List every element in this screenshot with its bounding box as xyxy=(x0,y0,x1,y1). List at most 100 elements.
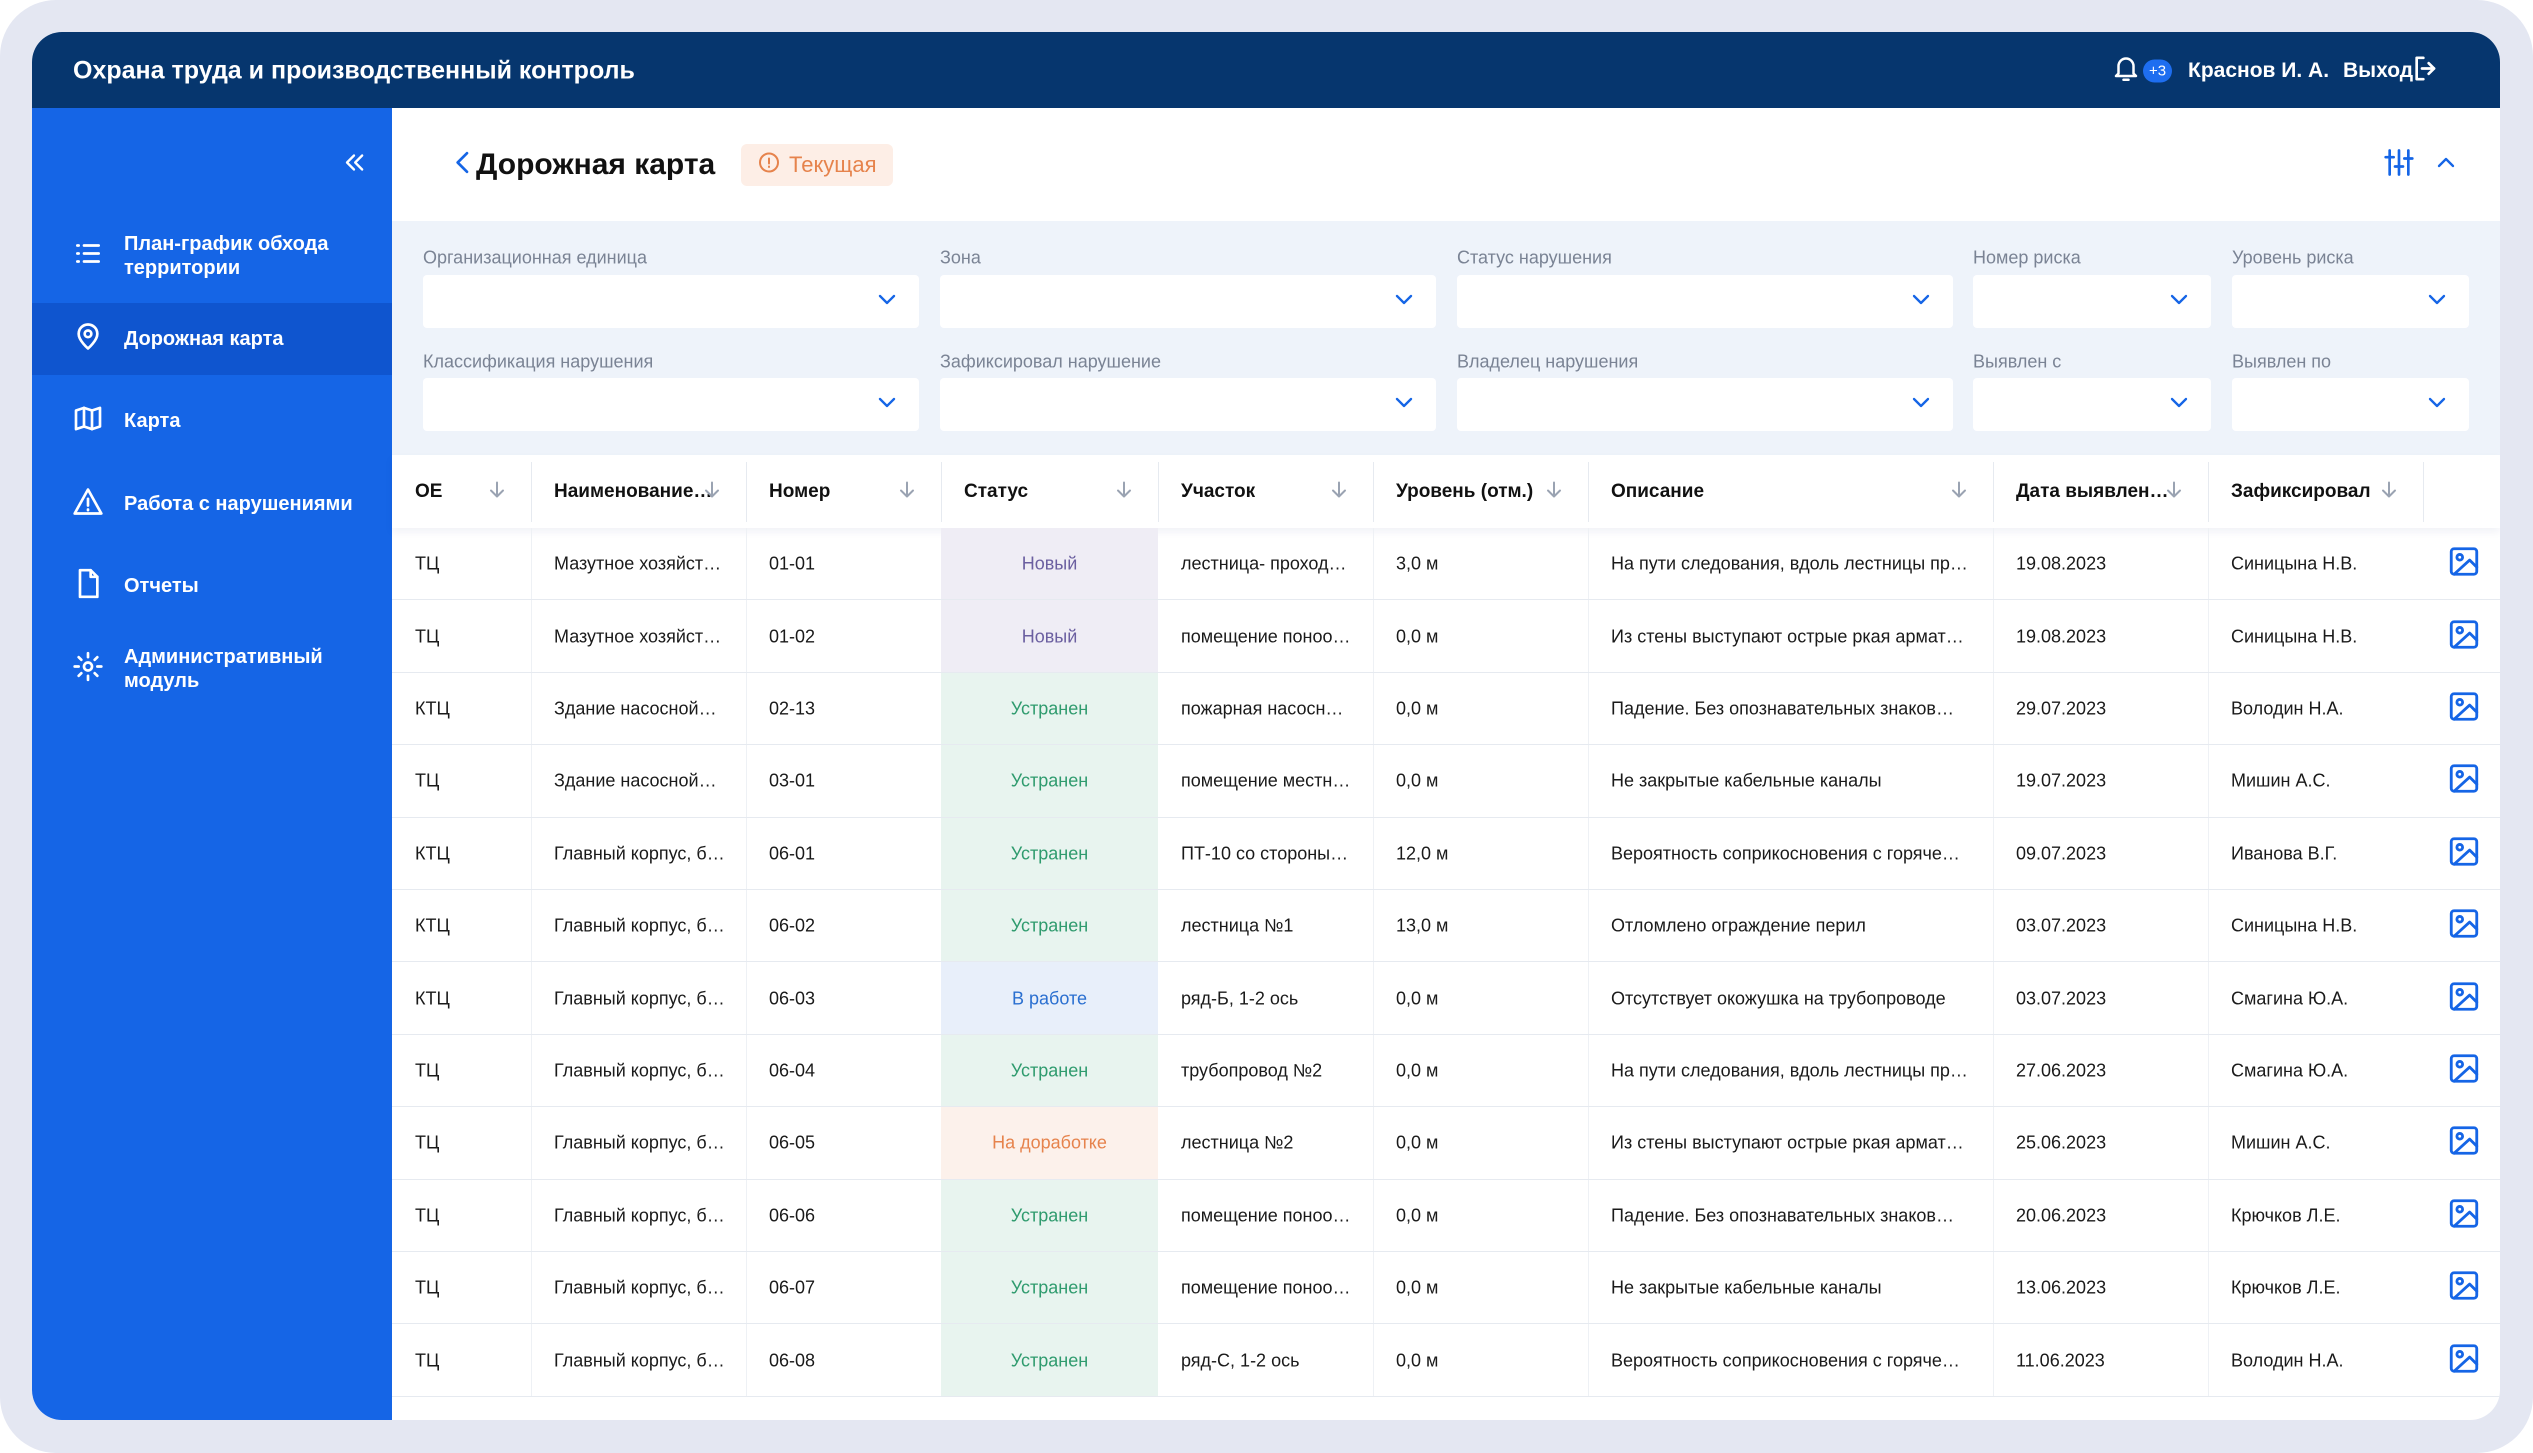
cell-text: Крючков Л.Е. xyxy=(2231,1205,2341,1226)
photo-button[interactable] xyxy=(2447,1341,2481,1380)
notification-badge: +3 xyxy=(2143,59,2173,83)
cell-text: Крючков Л.Е. xyxy=(2231,1277,2341,1298)
cell-divider xyxy=(2208,1034,2209,1108)
sort-icon xyxy=(900,481,914,498)
cell-divider xyxy=(746,1034,747,1108)
nav-item[interactable]: Работа с нарушениями xyxy=(124,493,353,515)
collapse-button[interactable] xyxy=(340,149,368,182)
cell-divider xyxy=(1588,1179,1589,1252)
cell-divider xyxy=(1993,890,1994,963)
logout-label: Выход xyxy=(2343,59,2414,82)
filter-select[interactable] xyxy=(1973,275,2211,328)
cell-text: Вероятность соприкосновения с горяче… xyxy=(1611,1350,1960,1371)
cell-divider xyxy=(746,817,747,890)
nav-item[interactable]: Дорожная карта xyxy=(124,328,284,350)
dropdown-icon xyxy=(2423,286,2451,319)
dropdown-icon xyxy=(1907,286,1935,319)
cell-divider xyxy=(531,600,532,673)
cell-divider xyxy=(531,672,532,746)
logout-button[interactable] xyxy=(2410,53,2442,90)
column-divider xyxy=(1588,462,1589,522)
sort-button[interactable] xyxy=(1327,478,1351,507)
nav-item[interactable]: Отчеты xyxy=(124,575,199,597)
filter-select[interactable] xyxy=(423,275,919,328)
photo-button[interactable] xyxy=(2447,1196,2481,1235)
sort-button[interactable] xyxy=(2162,478,2186,507)
filter-select[interactable] xyxy=(423,378,919,431)
nav-item[interactable]: Административный модуль xyxy=(124,646,323,692)
cell-divider xyxy=(1993,962,1994,1035)
sort-button[interactable] xyxy=(485,478,509,507)
cell-divider xyxy=(1373,817,1374,890)
filter-select[interactable] xyxy=(1457,275,1953,328)
filter-select[interactable] xyxy=(940,275,1436,328)
table-header xyxy=(392,455,2500,528)
chevron-down xyxy=(2428,294,2446,305)
cell-divider xyxy=(1993,600,1994,673)
photo-button[interactable] xyxy=(2447,1052,2481,1091)
filter-select[interactable] xyxy=(2232,275,2469,328)
cell-text: Мазутное хозяйст… xyxy=(554,553,722,574)
row-divider xyxy=(392,816,2500,818)
status-text: В работе xyxy=(1011,988,1088,1009)
sort-icon xyxy=(705,481,719,498)
cell-text: На пути следования, вдоль лестницы пр… xyxy=(1611,553,1968,574)
filter-select[interactable] xyxy=(940,378,1436,431)
user-name: Краснов И. А. xyxy=(2188,59,2330,82)
status-badge: Текущая xyxy=(741,144,893,186)
photo-button[interactable] xyxy=(2447,545,2481,584)
cell-text: ряд-Б, 1-2 ось xyxy=(1181,988,1299,1009)
image-icon xyxy=(2449,692,2479,721)
cell-divider xyxy=(746,962,747,1035)
nav-item[interactable]: Карта xyxy=(124,410,181,432)
photo-button[interactable] xyxy=(2447,1124,2481,1163)
cell-divider xyxy=(746,600,747,673)
cell-text: ТЦ xyxy=(415,1350,440,1371)
filter-select[interactable] xyxy=(1457,378,1953,431)
cell-text: Здание насосной… xyxy=(554,698,717,719)
cell-text: 13,0 м xyxy=(1396,915,1449,936)
filter-settings[interactable] xyxy=(2383,147,2415,184)
cell-text: Падение. Без опознавательных знаков… xyxy=(1611,698,1954,719)
status-cell xyxy=(941,817,1158,890)
column-header: Уровень (отм.) xyxy=(1396,481,1534,502)
photo-button[interactable] xyxy=(2447,617,2481,656)
photo-button[interactable] xyxy=(2447,979,2481,1018)
sort-button[interactable] xyxy=(1112,478,1136,507)
sort-button[interactable] xyxy=(1947,478,1971,507)
photo-button[interactable] xyxy=(2447,834,2481,873)
sort-button[interactable] xyxy=(895,478,919,507)
cell-text: ТЦ xyxy=(415,1060,440,1081)
filter-label: Владелец нарушения xyxy=(1457,351,1639,372)
status-badge-icon xyxy=(757,151,781,180)
cell-divider xyxy=(1588,745,1589,818)
nav-icon xyxy=(72,321,104,358)
sort-button[interactable] xyxy=(2377,478,2401,507)
sort-button[interactable] xyxy=(1542,478,1566,507)
cell-divider xyxy=(531,1034,532,1108)
photo-button[interactable] xyxy=(2447,907,2481,946)
photo-button[interactable] xyxy=(2447,1269,2481,1308)
cell-text: 12,0 м xyxy=(1396,843,1449,864)
nav-item[interactable]: План-график обхода территории xyxy=(124,233,329,279)
cell-text: 0,0 м xyxy=(1396,1060,1439,1081)
filter-select[interactable] xyxy=(2232,378,2469,431)
sort-icon xyxy=(1332,481,1346,498)
cell-divider xyxy=(1993,528,1994,601)
column-divider xyxy=(941,462,942,522)
filter-select[interactable] xyxy=(1973,378,2211,431)
sort-icon xyxy=(1117,481,1131,498)
cell-text: ТЦ xyxy=(415,626,440,647)
image-icon xyxy=(2449,619,2479,649)
collapse-icon xyxy=(345,154,364,171)
sort-button[interactable] xyxy=(700,478,724,507)
cell-text: Смагина Ю.А. xyxy=(2231,1060,2349,1081)
filter-label: Выявлен по xyxy=(2232,351,2332,372)
photo-button[interactable] xyxy=(2447,690,2481,729)
cell-divider xyxy=(1373,528,1374,601)
collapse-filters[interactable] xyxy=(2432,149,2460,182)
status-cell xyxy=(941,1252,1158,1325)
cell-text: Падение. Без опознавательных знаков… xyxy=(1611,1205,1954,1226)
photo-button[interactable] xyxy=(2447,762,2481,801)
cell-divider xyxy=(1993,1179,1994,1252)
